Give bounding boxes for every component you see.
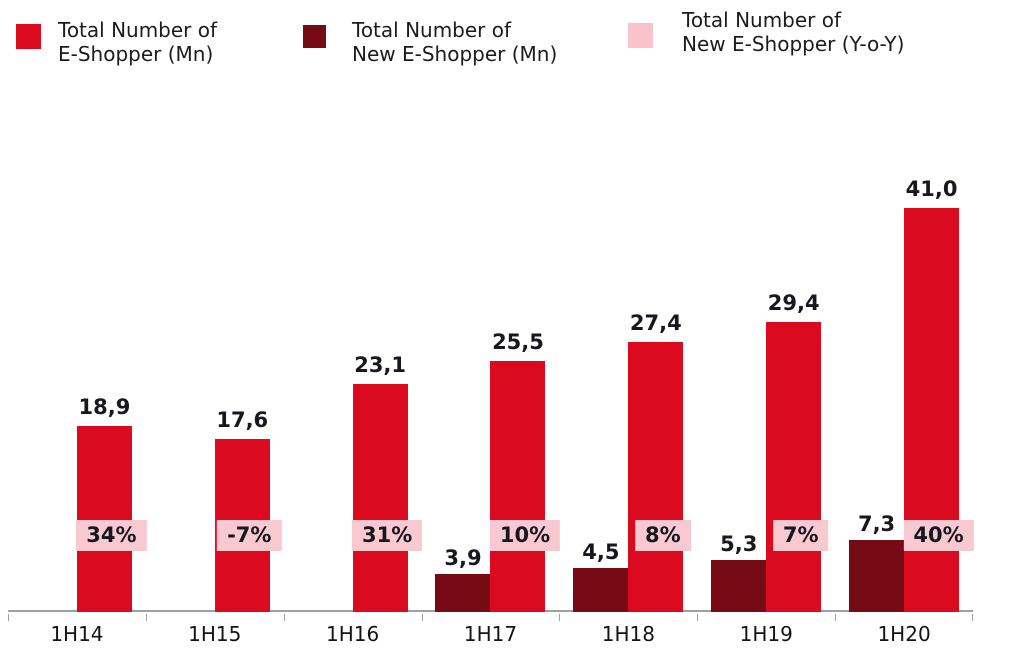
category-label-1H19: 1H19 bbox=[739, 622, 793, 646]
legend-swatch-total-e-shopper-icon bbox=[16, 24, 41, 49]
value-label-total-1H17: 25,5 bbox=[492, 329, 544, 354]
legend-label-line2: New E-Shopper (Mn) bbox=[352, 42, 558, 66]
legend-label-line2: New E-Shopper (Y-o-Y) bbox=[682, 32, 905, 56]
value-label-new-1H17: 3,9 bbox=[444, 545, 482, 570]
category-group-1H15: 17,6 -7% 1H15 bbox=[145, 140, 284, 646]
bar-new-e-shopper-1H20 bbox=[849, 540, 905, 612]
value-label-total-1H15: 17,6 bbox=[216, 407, 269, 432]
axis-tick bbox=[835, 614, 837, 621]
legend-label-total-e-shopper: Total Number of E-Shopper (Mn) bbox=[58, 18, 217, 66]
bar-total-e-shopper-1H18 bbox=[628, 342, 684, 612]
value-label-total-1H20: 41,0 bbox=[905, 177, 958, 202]
yoy-badge-1H20: 40% bbox=[903, 520, 974, 551]
legend-label-new-e-shopper-yoy: Total Number of New E-Shopper (Y-o-Y) bbox=[682, 8, 904, 56]
legend-label-new-e-shopper: Total Number of New E-Shopper (Mn) bbox=[352, 18, 557, 66]
value-label-total-1H19: 29,4 bbox=[767, 291, 820, 316]
axis-tick bbox=[421, 614, 423, 621]
value-label-new-1H18: 4,5 bbox=[582, 539, 620, 564]
bar-new-e-shopper-1H17 bbox=[435, 573, 491, 612]
value-label-new-1H20: 7,3 bbox=[857, 512, 896, 537]
yoy-badge-1H17: 10% bbox=[489, 520, 561, 551]
bar-total-e-shopper-1H19 bbox=[766, 322, 822, 612]
axis-tick bbox=[145, 614, 147, 621]
axis-tick bbox=[283, 614, 285, 621]
category-label-1H15: 1H15 bbox=[188, 622, 242, 646]
value-label-total-1H18: 27,4 bbox=[629, 311, 682, 336]
legend-label-line1: Total Number of bbox=[352, 18, 512, 42]
category-label-1H18: 1H18 bbox=[601, 622, 655, 646]
category-label-1H17: 1H17 bbox=[463, 622, 518, 646]
axis-tick bbox=[559, 614, 561, 621]
bar-total-e-shopper-1H14 bbox=[76, 425, 132, 612]
bar-total-e-shopper-1H17 bbox=[490, 360, 546, 612]
category-label-1H16: 1H16 bbox=[326, 622, 380, 646]
legend-swatch-new-e-shopper-yoy-icon bbox=[628, 23, 653, 48]
category-group-1H18: 4,5 27,4 8% 1H18 bbox=[559, 140, 697, 646]
category-group-1H20: 7,3 41,0 40% 1H20 bbox=[835, 140, 974, 646]
yoy-badge-1H16: 31% bbox=[351, 520, 423, 551]
axis-tick bbox=[8, 614, 9, 621]
legend-label-line1: Total Number of bbox=[682, 8, 842, 32]
value-label-total-1H14: 18,9 bbox=[78, 394, 131, 419]
bar-total-e-shopper-1H20 bbox=[904, 208, 960, 612]
value-label-new-1H19: 5,3 bbox=[720, 531, 758, 556]
bar-new-e-shopper-1H18 bbox=[573, 567, 629, 612]
category-label-1H20: 1H20 bbox=[877, 622, 931, 646]
category-group-1H19: 5,3 29,4 7% 1H19 bbox=[697, 140, 835, 646]
yoy-badge-1H19: 7% bbox=[772, 520, 829, 551]
category-group-1H16: 23,1 31% 1H16 bbox=[283, 140, 423, 646]
plot-area: 18,9 34% 1H14 17,6 -7% 1H15 23,1 31% 1H16 3,9 25,5… bbox=[8, 140, 974, 646]
legend-label-line2: E-Shopper (Mn) bbox=[58, 42, 214, 66]
bar-new-e-shopper-1H19 bbox=[711, 559, 767, 612]
yoy-badge-1H18: 8% bbox=[635, 520, 691, 551]
legend-label-line1: Total Number of bbox=[58, 18, 218, 42]
value-label-total-1H16: 23,1 bbox=[354, 353, 407, 378]
yoy-badge-1H14: 34% bbox=[76, 520, 147, 551]
axis-tick bbox=[697, 614, 699, 621]
category-group-1H14: 18,9 34% 1H14 bbox=[8, 140, 147, 646]
category-group-1H17: 3,9 25,5 10% 1H17 bbox=[421, 140, 561, 646]
axis-tick bbox=[971, 614, 973, 621]
legend-swatch-new-e-shopper-icon bbox=[303, 25, 326, 48]
category-label-1H14: 1H14 bbox=[50, 622, 104, 646]
yoy-badge-1H15: -7% bbox=[217, 520, 282, 551]
bar-total-e-shopper-1H16 bbox=[352, 384, 408, 612]
